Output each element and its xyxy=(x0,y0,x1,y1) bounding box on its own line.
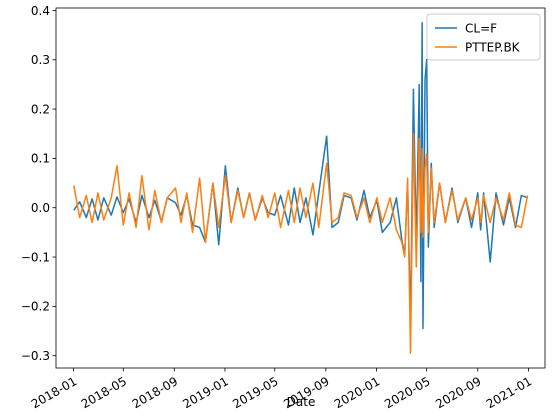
x-axis-title: Date xyxy=(287,395,316,409)
legend-label: CL=F xyxy=(465,21,497,35)
y-tick-label: 0.0 xyxy=(31,201,50,215)
series-line-2 xyxy=(73,133,529,354)
plot-area xyxy=(55,7,546,369)
y-axis: 0.4 0.3 0.2 0.1 0.0 −0.1 −0.2 −0.3 xyxy=(21,4,56,363)
y-tick-label: 0.4 xyxy=(31,4,50,18)
y-tick-label: 0.1 xyxy=(31,152,50,166)
y-tick-label: −0.3 xyxy=(21,349,50,363)
y-tick-label: 0.2 xyxy=(31,102,50,116)
legend: CL=F PTTEP.BK xyxy=(426,13,541,61)
y-tick-label: −0.2 xyxy=(21,300,50,314)
y-tick-label: −0.1 xyxy=(21,250,50,264)
legend-box xyxy=(426,13,541,61)
y-tick-label: 0.3 xyxy=(31,53,50,67)
plot-frame xyxy=(55,7,546,369)
legend-label: PTTEP.BK xyxy=(465,40,521,54)
